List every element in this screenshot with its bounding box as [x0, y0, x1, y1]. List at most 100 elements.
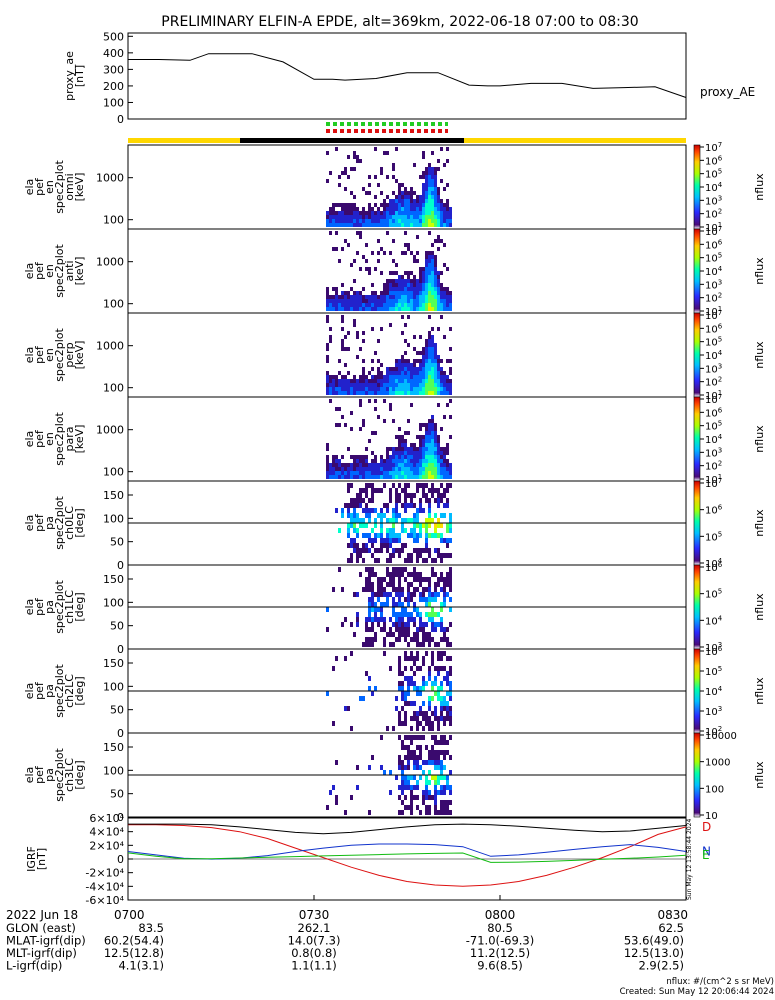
- spectrogram-cell: [392, 587, 395, 592]
- spectrogram-cell: [431, 471, 434, 475]
- spectrogram-cell: [392, 548, 395, 553]
- spectrogram-cell: [425, 795, 428, 800]
- spectrogram-cell: [446, 215, 449, 219]
- spectrogram-cell: [389, 299, 392, 303]
- spectrogram-cell: [326, 627, 329, 632]
- spectrogram-cell: [350, 726, 353, 731]
- spectrogram-cell: [389, 577, 392, 582]
- spectrogram-cell: [413, 283, 416, 287]
- spectrogram-cell: [419, 307, 422, 311]
- spectrogram-cell: [416, 295, 419, 299]
- spectrogram-cell: [353, 203, 356, 207]
- spectrogram-cell: [407, 775, 410, 780]
- spectrogram-cell: [431, 371, 434, 375]
- spectrogram-cell: [431, 427, 434, 431]
- spectrogram-cell: [353, 155, 356, 159]
- spectrogram-cell: [404, 607, 407, 612]
- spectrogram-field-ch2LC: [326, 651, 452, 731]
- spectrogram-cell: [383, 295, 386, 299]
- anti-ylabel-line: ela: [23, 263, 36, 280]
- spectrogram-cell: [341, 295, 344, 299]
- spectrogram-cell: [398, 199, 401, 203]
- spectrogram-cell: [365, 671, 368, 676]
- spectrogram-cell: [416, 795, 419, 800]
- spectrogram-cell: [356, 543, 359, 548]
- spectrogram-cell: [446, 740, 449, 745]
- spectrogram-cell: [404, 597, 407, 602]
- spectrogram-cell: [362, 518, 365, 523]
- spectrogram-cell: [425, 375, 428, 379]
- spectrogram-cell: [353, 319, 356, 323]
- time-tick-label: 0830: [657, 908, 688, 922]
- spectrogram-cell: [404, 431, 407, 435]
- spectrogram-cell: [449, 475, 452, 479]
- spectrogram-cell: [437, 671, 440, 676]
- spectrogram-cell: [446, 671, 449, 676]
- spectrogram-cell: [425, 785, 428, 790]
- spectrogram-cell: [398, 498, 401, 503]
- spectrogram-cell: [395, 617, 398, 622]
- spectrogram-cell: [347, 463, 350, 467]
- spectrogram-cell: [434, 447, 437, 451]
- spectrogram-cell: [407, 735, 410, 740]
- spectrogram-cell: [404, 295, 407, 299]
- spectrogram-cell: [374, 303, 377, 307]
- spectrogram-cell: [407, 471, 410, 475]
- spectrogram-cell: [341, 319, 344, 323]
- spectrogram-cell: [401, 760, 404, 765]
- spectrogram-cell: [359, 159, 362, 163]
- spectrogram-cell: [329, 219, 332, 223]
- spectrogram-cell: [446, 451, 449, 455]
- spectrogram-cell: [407, 243, 410, 247]
- spectrogram-cell: [371, 622, 374, 627]
- spectrogram-cell: [416, 745, 419, 750]
- spectrogram-cell: [440, 147, 443, 151]
- spectrogram-cell: [449, 528, 452, 533]
- spectrogram-cell: [431, 379, 434, 383]
- spectrogram-cell: [392, 167, 395, 171]
- ephemeris-value: 62.5: [658, 921, 684, 935]
- spectrogram-cell: [413, 279, 416, 283]
- spectrogram-cell: [437, 463, 440, 467]
- spectrogram-cell: [395, 359, 398, 363]
- spectrogram-cell: [431, 351, 434, 355]
- spectrogram-cell: [398, 493, 401, 498]
- spectrogram-cell: [368, 379, 371, 383]
- spectrogram-cell: [389, 251, 392, 255]
- spectrogram-cell: [338, 295, 341, 299]
- spectrogram-cell: [446, 528, 449, 533]
- spectrogram-cell: [350, 498, 353, 503]
- ch3LC-ylabel-line: spec2plot: [53, 748, 66, 802]
- spectrogram-cell: [335, 295, 338, 299]
- spectrogram-cell: [404, 691, 407, 696]
- spectrogram-cell: [392, 463, 395, 467]
- spectrogram-cell: [368, 303, 371, 307]
- spectrogram-cell: [440, 371, 443, 375]
- spectrogram-cell: [332, 383, 335, 387]
- spectrogram-cell: [443, 775, 446, 780]
- spectrogram-cell: [413, 518, 416, 523]
- spectrogram-cell: [326, 215, 329, 219]
- spectrogram-cell: [446, 780, 449, 785]
- spectrogram-cell: [413, 711, 416, 716]
- spectrogram-cell: [425, 187, 428, 191]
- spectrogram-cell: [341, 463, 344, 467]
- spectrogram-cell: [386, 467, 389, 471]
- spectrogram-cell: [431, 463, 434, 467]
- spectrogram-cell: [371, 597, 374, 602]
- spectrogram-cell: [401, 307, 404, 311]
- spectrogram-cell: [410, 451, 413, 455]
- spectrogram-panel-omni: 1001000elapefenspec2plotomni[keV]1011021…: [23, 141, 766, 234]
- spectrogram-cell: [365, 637, 368, 642]
- spectrogram-cell: [437, 523, 440, 528]
- spectrogram-cell: [398, 656, 401, 661]
- spectrogram-cell: [437, 467, 440, 471]
- spectrogram-cell: [428, 666, 431, 671]
- spectrogram-cell: [341, 291, 344, 295]
- spectrogram-cell: [446, 463, 449, 467]
- igrf-ylabel-group: IGRF[nT]: [25, 846, 48, 872]
- spectrogram-cell: [371, 211, 374, 215]
- spectrogram-cell: [332, 215, 335, 219]
- spectrogram-cell: [374, 307, 377, 311]
- spectrogram-cell: [422, 637, 425, 642]
